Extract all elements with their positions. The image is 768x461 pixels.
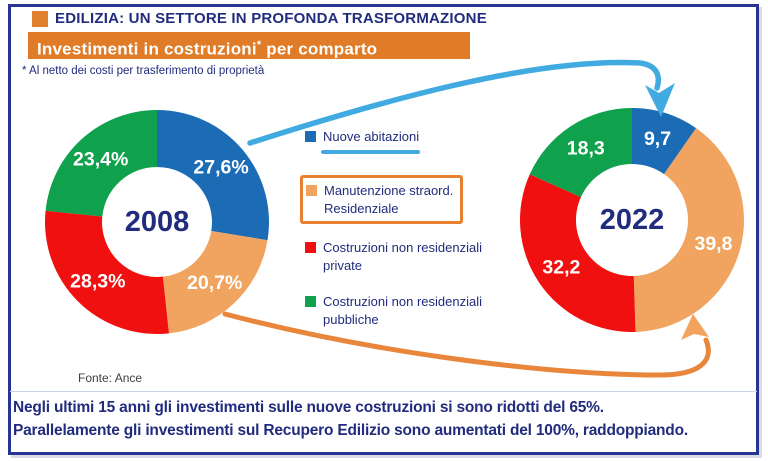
donut-2008-value-label: 27,6%: [193, 157, 248, 179]
subtitle-asterisk: *: [256, 39, 262, 51]
legend-item-manutenzione: Manutenzione straord. Residenziale: [306, 182, 494, 217]
donut-2008-slice: [45, 210, 169, 334]
commentary-line-2: Parallelamente gli investimenti sul Recu…: [13, 422, 688, 439]
subtitle-text-tail: per comparto: [261, 39, 378, 59]
legend-swatch-green-icon: [305, 296, 316, 307]
decline-arrow: [247, 59, 662, 146]
subtitle-text: Investimenti in costruzioni: [37, 39, 257, 59]
legend-swatch-red-icon: [305, 242, 316, 253]
donut-2022-value-label: 32,2: [542, 256, 580, 278]
donut-2008-slice: [162, 230, 268, 334]
legend-item-non-residenziali-pubbliche: Costruzioni non residenziali pubbliche: [305, 293, 493, 328]
donut-2022-value-label: 39,8: [694, 233, 732, 255]
legend-swatch-blue-icon: [305, 131, 316, 142]
subtitle-banner: Investimenti in costruzioni* per compart…: [28, 32, 470, 59]
donut-2008-slice: [157, 110, 269, 241]
donut-year-label-2022: 2022: [600, 204, 665, 236]
commentary-line-1: Negli ultimi 15 anni gli investimenti su…: [13, 399, 604, 416]
donut-chart-2022: 9,7 39,8 32,2 18,3 2022: [520, 108, 745, 332]
legend-highlight-box: Manutenzione straord. Residenziale: [300, 175, 463, 224]
page-title: EDILIZIA: UN SETTORE IN PROFONDA TRASFOR…: [55, 10, 487, 27]
source-note: Fonte: Ance: [78, 371, 143, 385]
legend-underline-highlight: [321, 150, 420, 154]
legend-label: Costruzioni non residenziali private: [323, 240, 482, 273]
growth-arrow: [222, 311, 711, 378]
bullet-square-icon: [32, 11, 48, 27]
donut-2008-value-label: 23,4%: [73, 149, 128, 171]
donut-2022-value-label: 9,7: [644, 128, 671, 150]
legend-item-non-residenziali-private: Costruzioni non residenziali private: [305, 239, 493, 274]
donut-2008-slice: [45, 110, 157, 217]
donut-chart-2008: 27,6% 20,7% 28,3% 23,4% 2008: [45, 110, 269, 334]
commentary: Negli ultimi 15 anni gli investimenti su…: [13, 396, 761, 442]
legend-label: Manutenzione straord. Residenziale: [324, 183, 454, 216]
donut-2008-value-label: 20,7%: [187, 272, 242, 294]
donut-2022-slice: [633, 128, 745, 332]
donut-2022-slice: [632, 108, 697, 175]
donut-2008-value-label: 28,3%: [70, 271, 125, 293]
donut-2022-value-label: 18,3: [567, 138, 605, 160]
donut-year-label-2008: 2008: [125, 206, 190, 238]
donut-2022-slice: [520, 174, 636, 332]
divider-line: [10, 391, 757, 392]
growth-arrow-head-icon: [681, 314, 709, 340]
legend-label: Costruzioni non residenziali pubbliche: [323, 294, 482, 327]
donut-2022-slice: [529, 108, 632, 198]
footnote: * Al netto dei costi per trasferimento d…: [22, 65, 265, 77]
legend-item-nuove-abitazioni: Nuove abitazioni: [305, 128, 493, 146]
legend-swatch-orange-icon: [306, 185, 317, 196]
decline-arrow-head-icon: [645, 83, 675, 117]
legend-label: Nuove abitazioni: [323, 129, 420, 144]
